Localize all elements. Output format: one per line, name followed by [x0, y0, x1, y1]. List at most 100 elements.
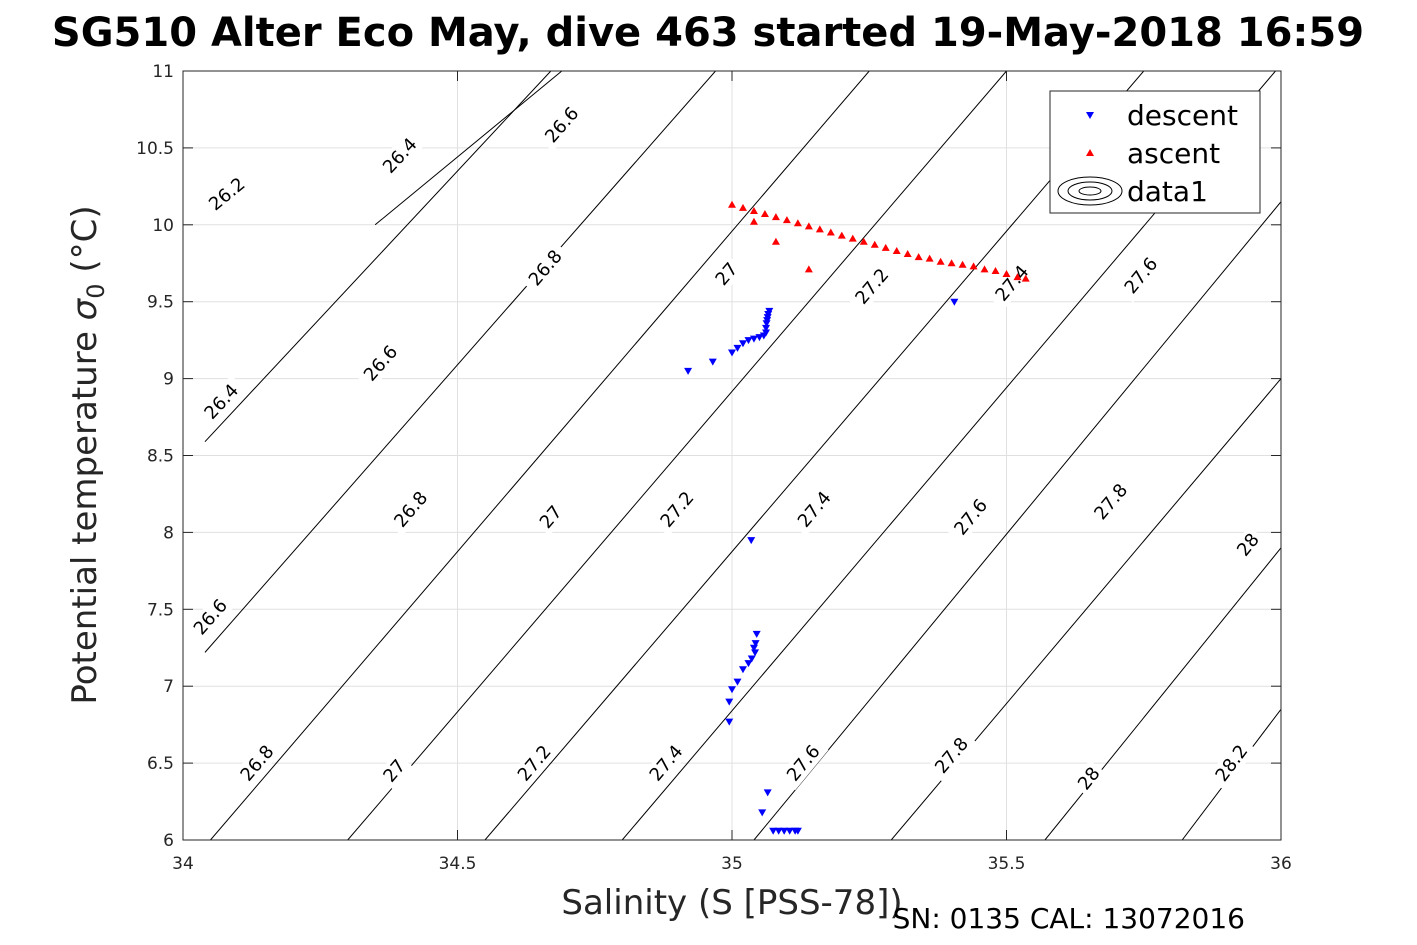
ascent-point [728, 200, 736, 208]
density-contour-line [204, 71, 716, 653]
contour-label-bg [520, 240, 571, 295]
ascent-point [749, 206, 758, 214]
density-contour-line [753, 201, 1281, 840]
contour-label-bg [536, 98, 588, 152]
descent-point [749, 644, 758, 652]
ascent-point [749, 217, 758, 225]
contour-label-bg [374, 129, 426, 183]
density-contour-line [204, 71, 552, 442]
contour-label-bg [199, 169, 254, 220]
descent-point [763, 314, 772, 322]
contour-label-bg [1085, 474, 1136, 529]
y-tick-label: 9 [163, 370, 174, 390]
descent-point [752, 630, 761, 638]
descent-point [763, 317, 772, 325]
descent-point [725, 698, 734, 706]
descent-point [780, 827, 789, 835]
contour-label-bg [231, 736, 283, 791]
contour-label-bg [651, 482, 703, 537]
descent-point [728, 349, 736, 357]
x-tick-label: 35.5 [988, 854, 1026, 874]
contour-label-bg [355, 336, 407, 391]
density-contour-line [484, 71, 1145, 840]
ascent-point [925, 254, 934, 262]
descent-point [725, 718, 734, 726]
legend-ascent-label: ascent [1127, 137, 1220, 170]
contour-label-bg [1070, 759, 1107, 798]
y-tick-label: 7.5 [147, 600, 174, 620]
legend-descent-marker [1086, 112, 1094, 119]
descent-point [733, 344, 742, 352]
descent-point [751, 640, 760, 648]
y-tick-label: 10 [152, 216, 174, 236]
x-axis-label: Salinity (S [PSS-78]) [561, 883, 902, 923]
x-tick-label: 34 [172, 854, 194, 874]
descent-point [684, 367, 693, 375]
y-tick-label: 8.5 [147, 447, 174, 467]
ascent-point [1021, 274, 1030, 282]
descent-point [758, 809, 767, 817]
ascent-point [782, 216, 791, 224]
descent-point [747, 537, 756, 545]
density-contour-line [347, 71, 1007, 840]
ascent-point [936, 257, 945, 265]
descent-point [728, 686, 736, 694]
ascent-point [881, 243, 890, 251]
x-tick-label: 36 [1270, 854, 1292, 874]
y-tick-label: 6.5 [147, 754, 174, 774]
footer-serial-calibration: SN: 0135 CAL: 13072016 [893, 902, 1245, 935]
contour-label-bg [185, 590, 236, 644]
contour-label-bg [708, 255, 745, 293]
contour-label-bg [195, 375, 248, 429]
data-series [684, 200, 1030, 835]
contour-label-bg [926, 728, 977, 783]
contour-label-bg [789, 482, 840, 537]
ascent-point [947, 259, 956, 267]
contour-label-bg [1230, 526, 1267, 564]
ascent-point [1002, 270, 1011, 278]
contour-label-bg [846, 259, 898, 314]
gridlines [182, 70, 1282, 841]
chart-title: SG510 Alter Eco May, dive 463 started 19… [52, 10, 1364, 56]
ascent-point [969, 262, 978, 270]
x-tick-label: 34.5 [439, 854, 477, 874]
ascent-point [826, 228, 835, 236]
descent-point [785, 827, 794, 835]
ascent-point [760, 210, 769, 218]
ascent-point [771, 237, 780, 245]
y-tick-label: 7 [163, 677, 174, 697]
y-tick-label: 8 [163, 523, 174, 543]
ascent-point [980, 265, 989, 273]
y-axis-label: Potential temperature σ0 (°C) [65, 205, 110, 704]
series-descent [684, 298, 959, 835]
ascent-point [1013, 273, 1022, 281]
y-tick-label: 6 [163, 831, 174, 851]
contour-label-bg [1207, 735, 1257, 791]
descent-point [793, 827, 802, 835]
contour-label-bg [509, 736, 560, 791]
ascent-point [958, 260, 967, 268]
descent-point [751, 649, 760, 657]
legend-ascent-marker [1086, 149, 1094, 156]
y-tick-label: 9.5 [147, 293, 174, 313]
legend-data1-label: data1 [1127, 175, 1208, 208]
y-tick-label: 11 [152, 62, 174, 82]
legend-descent-label: descent [1127, 99, 1238, 132]
descent-point [763, 789, 772, 797]
descent-point [762, 324, 771, 332]
legend-box [1049, 90, 1261, 214]
density-contour-line [210, 71, 870, 840]
descent-point [744, 337, 753, 345]
descent-point [762, 320, 771, 328]
x-tick-label: 35 [721, 854, 743, 874]
descent-point [765, 307, 774, 315]
contour-label-bg [1115, 248, 1167, 303]
ascent-point [837, 231, 846, 239]
contour-label-bg [945, 489, 996, 545]
axis-ticks: 34 34.5 35 35.5 36 6 6.5 7 7.5 8 8.5 9 9.5 10 10.5 11 [136, 62, 1292, 874]
density-contour-line [374, 71, 563, 226]
descent-point [747, 655, 756, 663]
ascent-point [848, 234, 857, 242]
series-ascent [728, 200, 1030, 282]
